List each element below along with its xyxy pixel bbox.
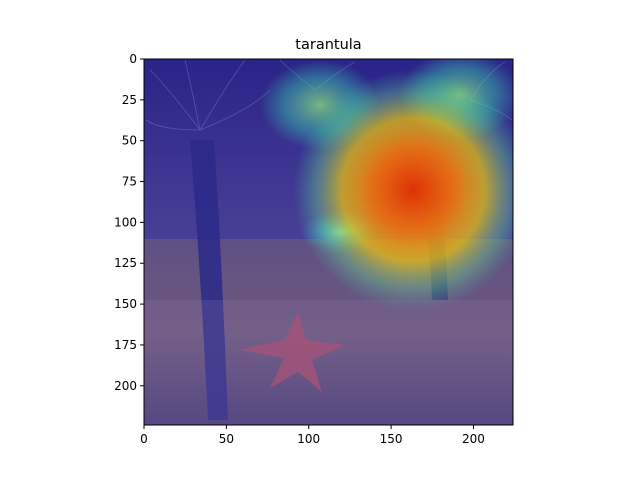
- heatmap-plot-area: [144, 59, 513, 425]
- y-tick-label: 75: [122, 175, 137, 189]
- y-axis: 0 25 50 75 100 125 150 175 200: [114, 52, 144, 393]
- axes-frame: [143, 58, 514, 426]
- x-axis: 0 50 100 150 200: [140, 425, 485, 446]
- x-tick-label: 100: [297, 432, 320, 446]
- chart-title: tarantula: [295, 37, 361, 53]
- x-tick-label: 200: [462, 432, 485, 446]
- y-tick-label: 175: [114, 338, 137, 352]
- y-tick-label: 100: [114, 215, 137, 229]
- x-tick-label: 0: [140, 432, 148, 446]
- activation-hotspot: [293, 70, 513, 310]
- x-tick-label: 50: [219, 432, 234, 446]
- starfish: [240, 312, 345, 392]
- y-tick-label: 0: [129, 52, 137, 66]
- y-tick-label: 50: [122, 134, 137, 148]
- y-tick-label: 25: [122, 93, 137, 107]
- y-tick-label: 125: [114, 256, 137, 270]
- lower-lavender-wash: [144, 300, 513, 425]
- y-tick-label: 150: [114, 297, 137, 311]
- x-tick-label: 150: [380, 432, 403, 446]
- anemone-stalk-left: [190, 140, 228, 420]
- y-tick-label: 200: [114, 379, 137, 393]
